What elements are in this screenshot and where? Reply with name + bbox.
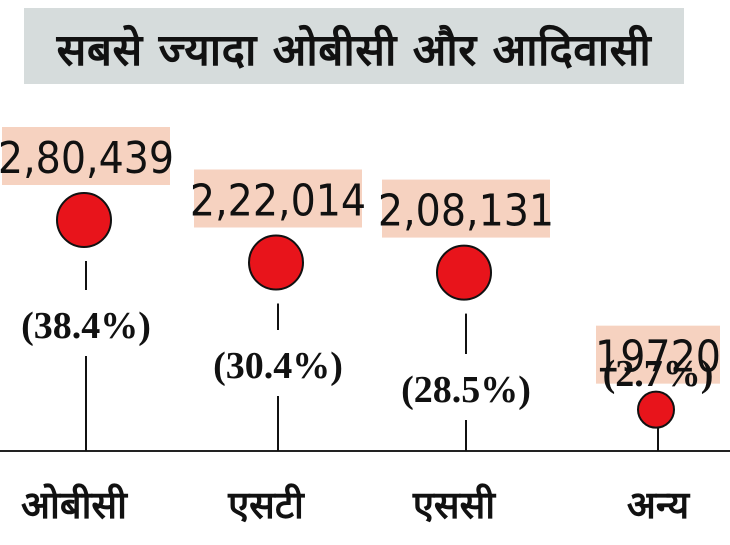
value-bubble [248, 234, 304, 291]
value-label-bg [596, 325, 720, 384]
value-bubble [637, 390, 675, 429]
value-label: 19720 [595, 332, 721, 383]
percent-label: (28.5%) [401, 369, 531, 411]
chart-marks: 2,80,439 (38.4%) ओबीसी 2,22,014 (30.4%) एसटी 2… [0, 127, 721, 527]
percent-label: (30.4%) [213, 345, 343, 387]
value-label: 2,22,014 [190, 176, 366, 227]
category-label: अन्य [627, 483, 691, 527]
value-label: 2,80,439 [0, 133, 174, 184]
value-label-bg [382, 179, 550, 238]
category-label: ओबीसी [21, 483, 128, 527]
category-label: एससी [412, 483, 496, 527]
value-bubble [436, 244, 492, 301]
value-label-bg [2, 127, 170, 185]
value-label: 2,08,131 [378, 186, 554, 237]
category-label: एसटी [227, 483, 305, 527]
value-bubble [56, 192, 112, 248]
percent-label: (2.7%) [603, 353, 714, 395]
chart-title-box: सबसे ज्यादा ओबीसी और आदिवासी [24, 8, 684, 84]
percent-label: (38.4%) [21, 305, 151, 347]
chart-title: सबसे ज्यादा ओबीसी और आदिवासी [56, 25, 652, 76]
value-label-bg [194, 169, 362, 228]
